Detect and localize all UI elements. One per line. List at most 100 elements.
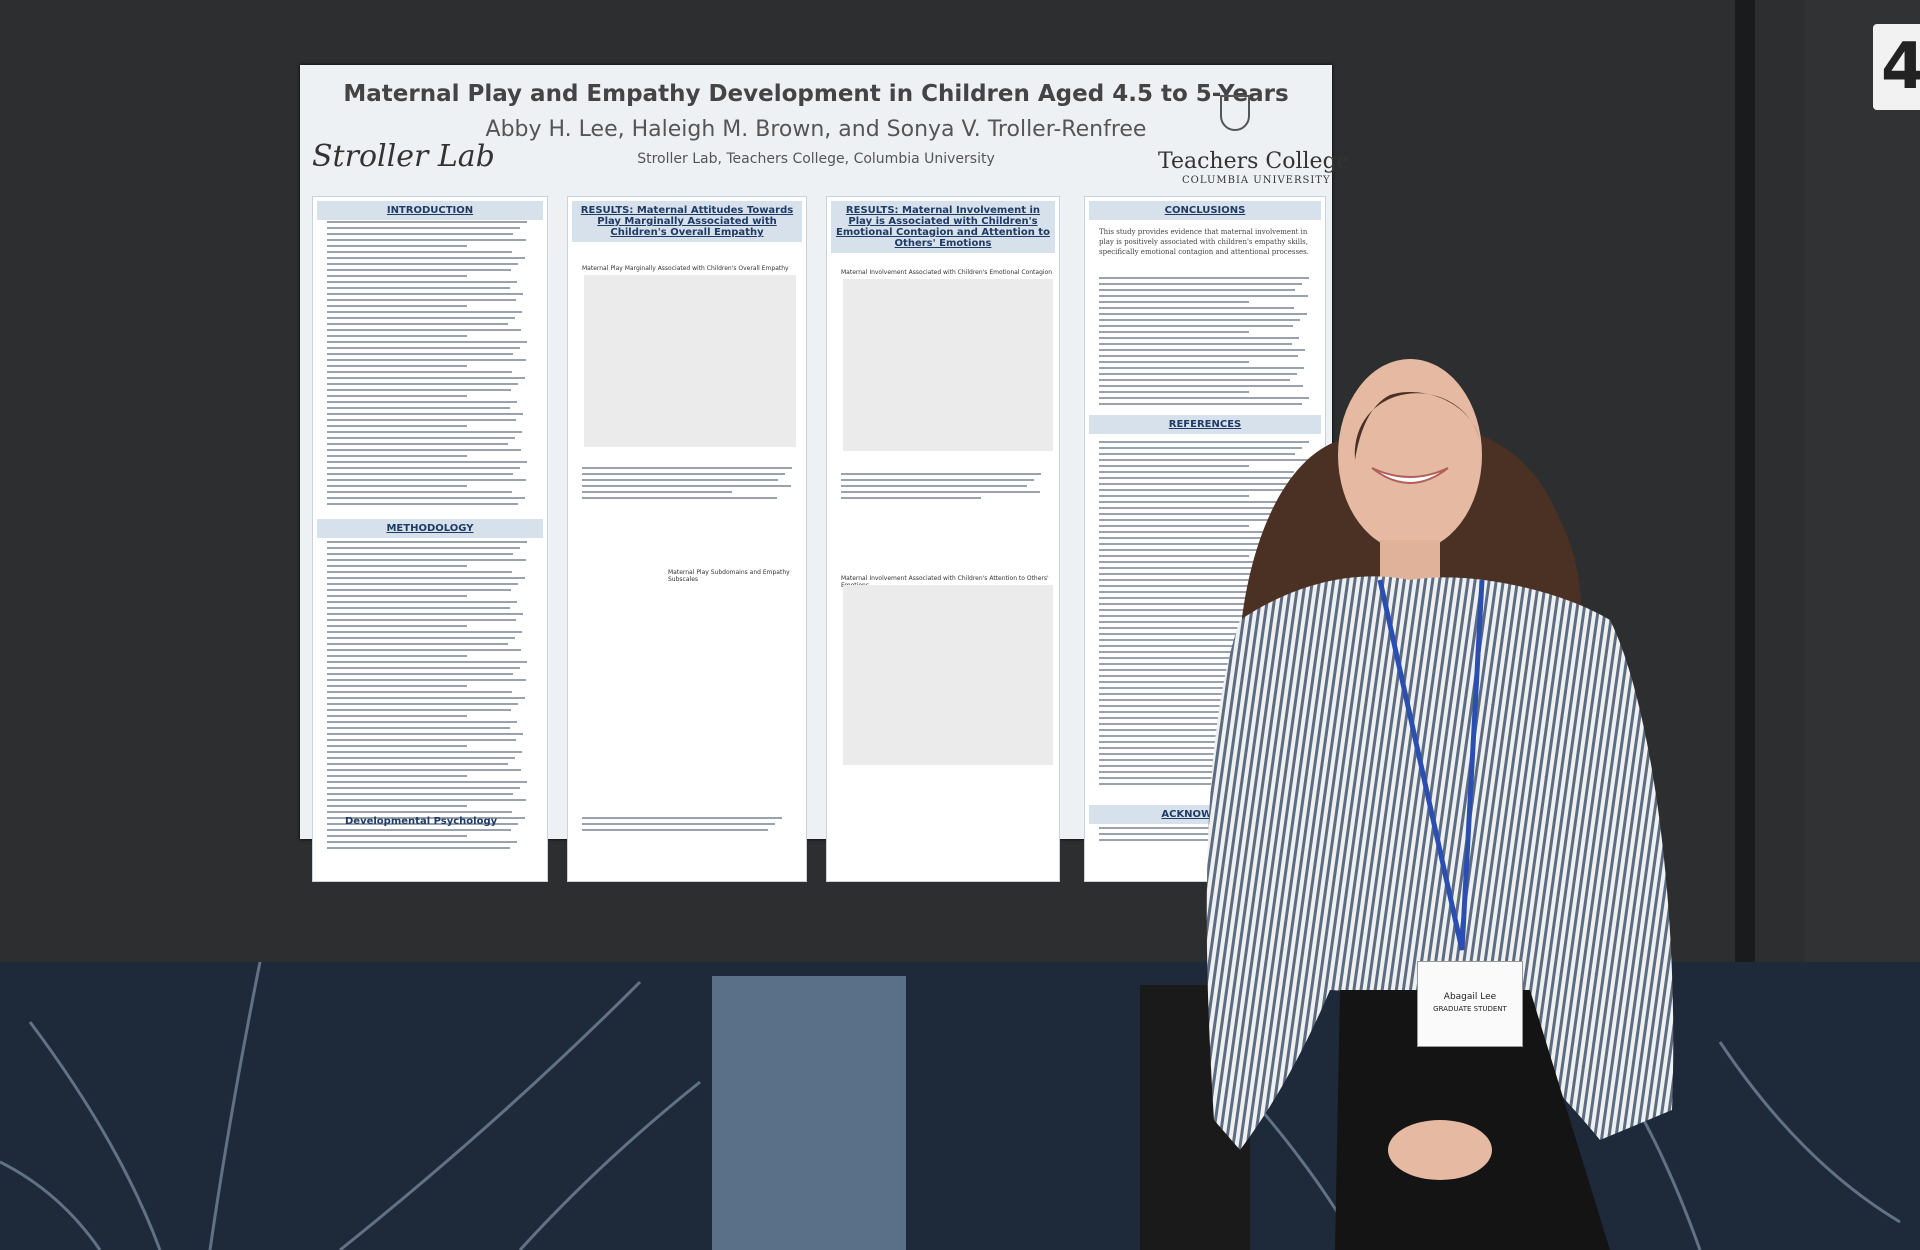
name-badge: Abagail Lee GRADUATE STUDENT <box>1417 961 1523 1047</box>
text-line <box>1099 313 1307 315</box>
text-line <box>1099 777 1297 779</box>
text-line <box>1099 465 1249 467</box>
section-heading: CONCLUSIONS <box>1089 201 1321 220</box>
plot-title: Maternal Involvement Associated with Chi… <box>841 269 1053 276</box>
column: RESULTS: Maternal Attitudes Towards Play… <box>567 196 807 882</box>
text-line <box>327 679 526 681</box>
text-line <box>327 631 522 633</box>
text-line <box>327 817 525 819</box>
section-heading: INTRODUCTION <box>317 201 543 220</box>
text-line <box>1099 531 1304 533</box>
text-line <box>841 485 1027 487</box>
neck <box>1380 540 1440 580</box>
text-line <box>327 419 516 421</box>
text-line <box>1099 621 1299 623</box>
text-line <box>1099 717 1307 719</box>
text-line <box>327 763 508 765</box>
text-line <box>327 781 527 783</box>
text-line <box>327 329 521 331</box>
text-line <box>327 485 467 487</box>
text-line <box>327 245 467 247</box>
text-line <box>582 817 782 819</box>
face <box>1338 359 1482 551</box>
plot-title: Maternal Play Subdomains and Empathy Sub… <box>668 569 790 583</box>
text-line <box>327 281 517 283</box>
text-line <box>1099 783 1290 785</box>
text-line <box>327 401 517 403</box>
text-line <box>582 491 732 493</box>
text-line <box>327 739 516 741</box>
plot-title: Maternal Play Marginally Associated with… <box>582 265 789 272</box>
text-line <box>1099 397 1309 399</box>
text-line <box>1099 295 1308 297</box>
text-line <box>327 751 522 753</box>
text-line <box>327 775 467 777</box>
text-line <box>327 613 523 615</box>
text-line <box>1099 735 1249 737</box>
badge-name: Abagail Lee <box>1443 992 1497 1002</box>
text-line <box>327 347 520 349</box>
text-line <box>327 389 511 391</box>
text-line <box>1099 367 1304 369</box>
text-line <box>327 383 518 385</box>
shirt <box>1206 576 1674 1150</box>
poster-title: Maternal Play and Empathy Development in… <box>343 81 1289 107</box>
text-line <box>327 377 525 379</box>
text-line <box>327 703 518 705</box>
text-line <box>327 239 526 241</box>
text-line <box>327 709 511 711</box>
text-line <box>327 655 467 657</box>
text-line <box>327 317 515 319</box>
text-line <box>327 491 512 493</box>
text-line <box>1099 355 1298 357</box>
text-line <box>1099 753 1305 755</box>
text-line <box>327 553 513 555</box>
text-line <box>1099 681 1309 683</box>
text-line <box>1099 289 1295 291</box>
smile <box>1371 467 1449 484</box>
section-heading: RESULTS: Maternal Involvement in Play is… <box>831 201 1055 253</box>
text-line <box>1099 331 1249 333</box>
text-line <box>327 841 517 843</box>
text-line <box>1099 645 1249 647</box>
poster-authors: Abby H. Lee, Haleigh M. Brown, and Sonya… <box>485 117 1147 142</box>
text-line <box>327 715 467 717</box>
text-line <box>1099 729 1293 731</box>
text-line <box>327 503 518 505</box>
text-line <box>1099 597 1307 599</box>
text-line <box>327 269 511 271</box>
text-line <box>327 847 510 849</box>
text-line <box>1099 519 1298 521</box>
text-line <box>841 473 1041 475</box>
column: INTRODUCTION METHODOLOGY <box>312 196 548 882</box>
text-line <box>582 467 792 469</box>
poster-affiliation: Stroller Lab, Teachers College, Columbia… <box>637 151 995 167</box>
text-line <box>327 625 467 627</box>
text-line <box>582 473 785 475</box>
text-line <box>327 305 467 307</box>
text-line <box>327 311 522 313</box>
text-line <box>327 335 467 337</box>
text-line <box>327 673 513 675</box>
text-line <box>1099 687 1302 689</box>
text-line <box>582 829 768 831</box>
text-line <box>327 473 513 475</box>
text-line <box>1099 663 1290 665</box>
lab-logo: Stroller Lab <box>312 139 495 174</box>
text-line <box>327 455 467 457</box>
text-line <box>327 637 515 639</box>
background-person-legs <box>712 976 906 1250</box>
text-line <box>1099 483 1300 485</box>
text-line <box>1099 833 1292 835</box>
text-line <box>1099 573 1295 575</box>
text-line <box>327 479 526 481</box>
text-line <box>327 649 521 651</box>
text-line <box>1099 307 1294 309</box>
text-line <box>327 745 467 747</box>
text-line <box>1099 477 1307 479</box>
text-line <box>327 607 510 609</box>
college-sub: COLUMBIA UNIVERSITY <box>1182 175 1331 186</box>
scatter-plot <box>843 279 1053 451</box>
text-line <box>1099 379 1290 381</box>
section-heading: REFERENCES <box>1089 415 1321 434</box>
